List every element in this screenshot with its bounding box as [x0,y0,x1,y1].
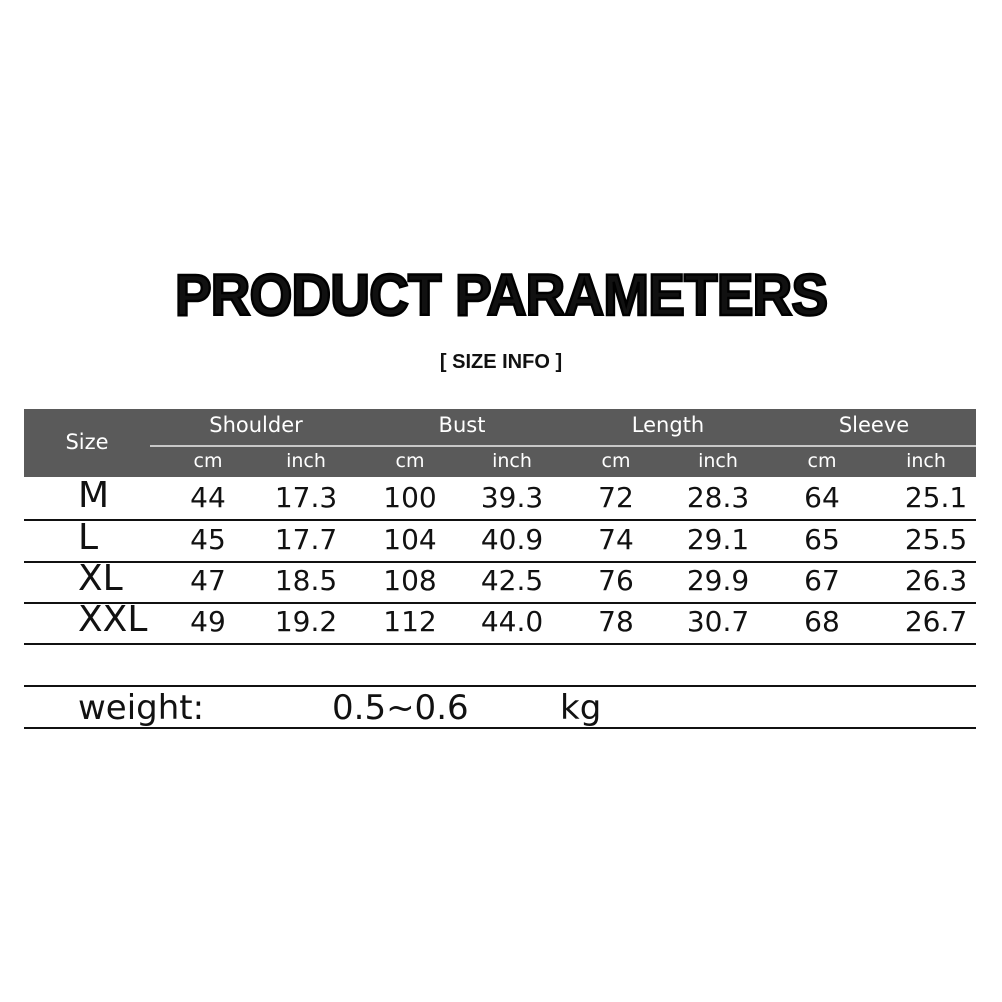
table-cell: 45 [190,523,226,556]
table-cell: 65 [804,523,840,556]
table-row: XL 47 18.5 108 42.5 76 29.9 67 26.3 [24,558,976,604]
unit-header: inch [906,450,946,472]
table-cell: 100 [383,481,437,514]
table-cell: 78 [598,605,634,638]
table-cell: 39.3 [480,481,544,514]
table-cell: 44 [190,481,226,514]
header-divider [150,445,976,447]
unit-header: inch [286,450,326,472]
table-cell: 26.7 [904,605,968,638]
table-cell: 29.9 [686,564,750,597]
table-cell: 40.9 [480,523,544,556]
unit-header: cm [193,450,223,472]
unit-header: cm [601,450,631,472]
unit-header: inch [492,450,532,472]
unit-header: cm [395,450,425,472]
table-cell: 17.3 [274,481,338,514]
table-cell: 76 [598,564,634,597]
table-cell: 25.5 [904,523,968,556]
page-title: PRODUCT PARAMETERS [174,262,830,330]
divider [24,685,976,687]
table-cell: 18.5 [274,564,338,597]
table-cell: 26.3 [904,564,968,597]
group-header: Sleeve [838,413,910,437]
size-label: XXL [78,599,148,640]
table-cell: 42.5 [480,564,544,597]
group-header: Length [631,413,705,437]
weight-value: 0.5~0.6 [332,688,469,728]
table-cell: 29.1 [686,523,750,556]
table-cell: 112 [383,605,437,638]
size-label: XL [78,558,123,599]
table-cell: 47 [190,564,226,597]
table-cell: 49 [190,605,226,638]
weight-label: weight: [78,688,205,728]
table-row: L 45 17.7 104 40.9 74 29.1 65 25.5 [24,517,976,563]
table-cell: 19.2 [274,605,338,638]
size-label: L [78,517,99,558]
table-row: M 44 17.3 100 39.3 72 28.3 64 25.1 [24,475,976,521]
group-header: Shoulder [209,413,303,437]
table-cell: 108 [383,564,437,597]
table-cell: 30.7 [686,605,750,638]
table-cell: 17.7 [274,523,338,556]
unit-header: inch [698,450,738,472]
table-cell: 104 [383,523,437,556]
divider [24,727,976,729]
size-label: M [78,475,110,516]
table-header: Size Shoulder Bust Length Sleeve cm inch c… [24,409,976,477]
table-cell: 64 [804,481,840,514]
weight-unit: kg [560,688,602,728]
table-cell: 72 [598,481,634,514]
subtitle: [ SIZE INFO ] [439,351,563,373]
size-header: Size [65,430,109,454]
unit-header: cm [807,450,837,472]
table-cell: 68 [804,605,840,638]
table-cell: 25.1 [904,481,968,514]
table-row: XXL 49 19.2 112 44.0 78 30.7 68 26.7 [24,599,976,645]
table-cell: 28.3 [686,481,750,514]
table-cell: 67 [804,564,840,597]
table-cell: 74 [598,523,634,556]
table-cell: 44.0 [480,605,544,638]
group-header: Bust [438,413,486,437]
